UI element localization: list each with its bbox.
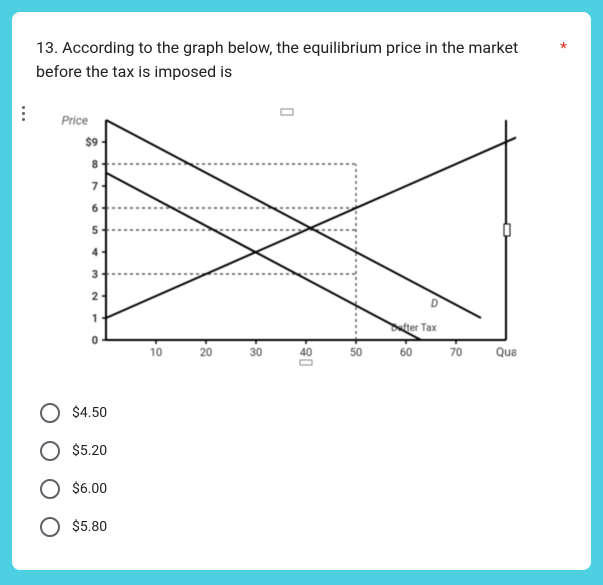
svg-text:Dafter Tax: Dafter Tax: [391, 322, 437, 334]
radio-icon: [40, 479, 60, 499]
radio-icon: [40, 441, 60, 461]
svg-text:$9: $9: [85, 136, 98, 149]
svg-text:60: 60: [400, 346, 412, 359]
svg-text:50: 50: [350, 346, 362, 359]
svg-text:30: 30: [250, 346, 262, 359]
svg-text:6: 6: [92, 202, 98, 215]
option-2[interactable]: $6.00: [40, 470, 567, 508]
svg-text:20: 20: [200, 346, 212, 359]
svg-text:2: 2: [92, 290, 98, 303]
svg-text:5: 5: [92, 224, 98, 237]
chart-container: PriceQuantity012345678$910203040506070SD…: [56, 100, 567, 370]
svg-text:0: 0: [92, 334, 98, 347]
required-asterisk: *: [560, 36, 567, 57]
svg-text:40: 40: [300, 346, 312, 359]
svg-text:4: 4: [92, 246, 99, 259]
svg-text:1: 1: [92, 312, 98, 325]
svg-text:Quantity: Quantity: [496, 345, 516, 359]
option-label: $6.00: [72, 481, 107, 497]
svg-text:D: D: [431, 297, 438, 310]
option-label: $5.80: [72, 519, 107, 535]
svg-text:70: 70: [450, 346, 462, 359]
option-1[interactable]: $5.20: [40, 432, 567, 470]
option-label: $4.50: [72, 405, 107, 421]
svg-text:10: 10: [150, 346, 162, 359]
radio-icon: [40, 403, 60, 423]
svg-text:3: 3: [92, 268, 98, 281]
answer-options: $4.50 $5.20 $6.00 $5.80: [40, 394, 567, 546]
question-card: 13. According to the graph below, the eq…: [12, 12, 591, 570]
question-body: According to the graph below, the equili…: [36, 38, 518, 81]
question-text: 13. According to the graph below, the eq…: [36, 36, 552, 84]
supply-demand-chart: PriceQuantity012345678$910203040506070SD…: [56, 100, 516, 370]
svg-text:8: 8: [92, 158, 98, 171]
option-3[interactable]: $5.80: [40, 508, 567, 546]
question-header: 13. According to the graph below, the eq…: [36, 36, 567, 84]
option-label: $5.20: [72, 443, 107, 459]
drag-handle-icon[interactable]: [18, 102, 29, 125]
radio-icon: [40, 517, 60, 537]
svg-text:7: 7: [92, 180, 98, 193]
svg-text:Price: Price: [62, 113, 88, 127]
question-number: 13.: [36, 38, 58, 57]
option-0[interactable]: $4.50: [40, 394, 567, 432]
